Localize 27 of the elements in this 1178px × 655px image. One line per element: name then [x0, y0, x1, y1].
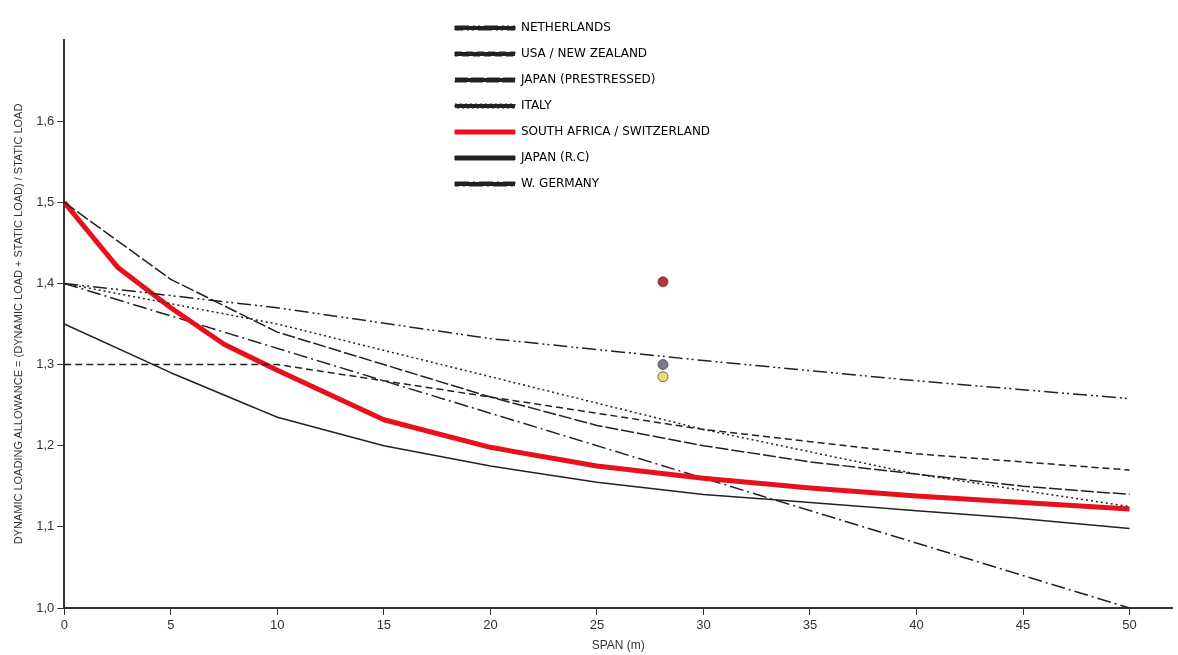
y-tick-label: 1,3	[36, 356, 55, 372]
x-tick-label: 20	[483, 617, 498, 633]
y-tick-label: 1,6	[36, 112, 55, 128]
y-tick-label: 1,0	[36, 599, 55, 615]
x-tick-label: 15	[376, 617, 392, 633]
x-tick-label: 40	[909, 617, 924, 633]
y-tick-label: 1,2	[36, 437, 55, 453]
y-axis-title: DYNAMIC LOADING ALLOWANCE = (DYNAMIC LOAD + STATIC LOAD) / STATIC LOAD	[11, 103, 24, 545]
legend-label: SOUTH AFRICA / SWITZERLAND	[520, 124, 711, 139]
x-tick-label: 25	[589, 617, 605, 633]
x-tick-label: 35	[802, 617, 818, 633]
legend-label: USA / NEW ZEALAND	[520, 46, 648, 61]
y-tick-label: 1,5	[36, 193, 55, 209]
x-tick-label: 45	[1015, 617, 1031, 633]
x-tick-label: 30	[696, 617, 711, 633]
legend-label: JAPAN (PRESTRESSED)	[519, 72, 656, 87]
x-tick-label: 5	[167, 617, 175, 633]
x-tick-label: 0	[60, 617, 68, 633]
legend-label: NETHERLANDS	[520, 20, 611, 35]
x-tick-label: 10	[270, 617, 285, 633]
legend-label: ITALY	[520, 98, 553, 113]
legend-label: W. GERMANY	[520, 176, 600, 191]
x-axis-title: SPAN (m)	[591, 638, 645, 653]
y-tick-label: 1,1	[36, 518, 55, 534]
x-tick-label: 50	[1122, 617, 1137, 633]
legend-label: JAPAN (R.C)	[519, 150, 590, 165]
y-tick-label: 1,4	[36, 275, 55, 291]
